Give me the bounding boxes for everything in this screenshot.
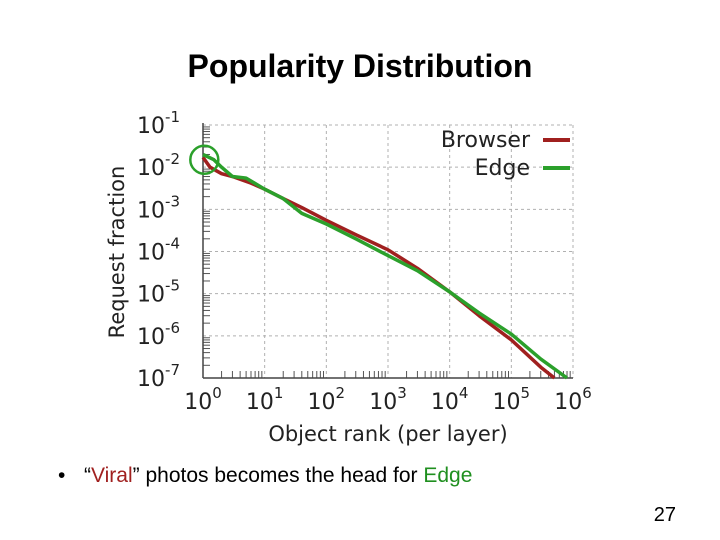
x-tick-exponent: 3 — [397, 384, 407, 402]
y-tick-label: 10-2 — [137, 150, 180, 181]
y-tick-base: 10 — [137, 198, 165, 223]
bullet-marker: • — [58, 464, 66, 487]
y-tick-base: 10 — [137, 283, 165, 308]
y-tick-exponent: -1 — [165, 108, 180, 126]
chart-legend: Browser Edge — [441, 128, 570, 181]
y-tick-base: 10 — [137, 367, 165, 392]
bullet-middle-text: photos becomes the head for — [139, 464, 424, 487]
legend-label-browser: Browser — [441, 128, 531, 153]
y-tick-exponent: -3 — [165, 192, 180, 210]
y-tick-label: 10-7 — [137, 361, 180, 392]
x-tick-base: 10 — [493, 390, 521, 415]
y-tick-label: 10-5 — [137, 277, 180, 308]
viral-word: Viral — [91, 464, 133, 487]
y-tick-base: 10 — [137, 325, 165, 350]
y-tick-base: 10 — [137, 114, 165, 139]
head-highlight-circle — [189, 144, 220, 175]
x-tick-label: 105 — [493, 384, 531, 415]
series-line-browser — [201, 156, 556, 380]
y-tick-exponent: -2 — [165, 150, 180, 168]
x-tick-base: 10 — [369, 390, 397, 415]
x-tick-exponent: 5 — [521, 384, 531, 402]
close-quote: ” — [132, 464, 140, 487]
series-line-edge — [202, 152, 569, 380]
x-tick-label: 102 — [308, 384, 346, 415]
x-tick-label: 106 — [554, 384, 592, 415]
y-tick-exponent: -6 — [165, 319, 180, 337]
y-tick-label: 10-3 — [137, 192, 180, 223]
chart-axes — [202, 123, 573, 379]
chart-grid — [202, 124, 574, 379]
x-tick-base: 10 — [308, 390, 336, 415]
y-tick-label: 10-1 — [137, 108, 180, 139]
edge-word: Edge — [423, 464, 473, 487]
y-tick-exponent: -5 — [165, 277, 180, 295]
x-axis-label: Object rank (per layer) — [268, 422, 507, 446]
y-axis-label: Request fraction — [105, 166, 129, 339]
open-quote: “ — [84, 464, 91, 487]
bullet-point: • “Viral” photos becomes the head for Edg… — [58, 464, 472, 488]
x-tick-label: 104 — [431, 384, 469, 415]
x-tick-label: 103 — [369, 384, 407, 415]
y-tick-exponent: -7 — [165, 361, 180, 379]
y-tick-label: 10-4 — [137, 235, 180, 266]
x-tick-base: 10 — [431, 390, 459, 415]
y-tick-label: 10-6 — [137, 319, 180, 350]
legend-label-edge: Edge — [475, 156, 530, 181]
x-tick-exponent: 6 — [582, 384, 592, 402]
x-tick-exponent: 4 — [459, 384, 469, 402]
x-tick-exponent: 0 — [212, 384, 222, 402]
x-tick-exponent: 1 — [274, 384, 284, 402]
slide-title: Popularity Distribution — [187, 48, 533, 84]
y-tick-base: 10 — [137, 156, 165, 181]
y-tick-base: 10 — [137, 241, 165, 266]
x-tick-exponent: 2 — [336, 384, 346, 402]
x-tick-base: 10 — [554, 390, 582, 415]
x-tick-label: 100 — [184, 384, 222, 415]
x-tick-label: 101 — [246, 384, 284, 415]
page-number: 27 — [653, 504, 676, 526]
chart-labels: 100 101 102 103 104 105 10610-110-210-310-410-… — [105, 108, 592, 446]
x-tick-base: 10 — [184, 390, 212, 415]
x-tick-base: 10 — [246, 390, 274, 415]
y-tick-exponent: -4 — [165, 235, 180, 253]
chart-series — [189, 144, 569, 380]
